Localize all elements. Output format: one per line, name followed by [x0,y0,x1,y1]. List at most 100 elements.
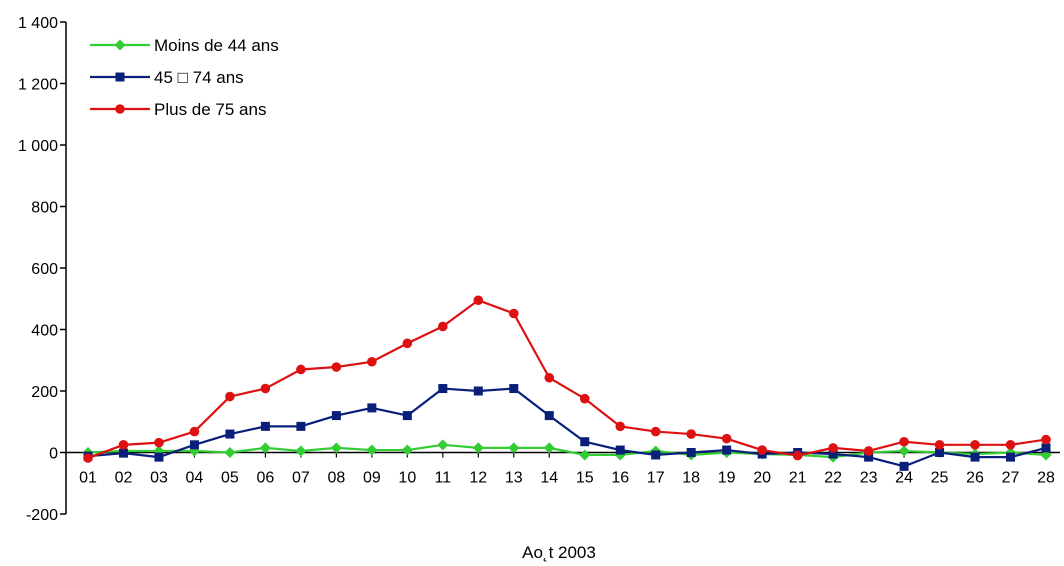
series-line [87,387,1047,468]
data-point [154,452,164,462]
data-point [189,440,199,450]
x-tick-label: 26 [966,470,984,487]
data-point [473,386,483,396]
data-point [224,447,236,458]
x-tick-label: 27 [1002,470,1020,487]
x-tick-label: 04 [186,470,204,487]
y-tick-label: 0 [49,446,58,463]
data-point [259,442,271,454]
x-tick-label: 13 [505,470,523,487]
x-tick-label: 02 [115,470,133,487]
x-tick-label: 01 [79,470,97,487]
data-point [828,443,838,453]
legend-item: 45 □ 74 ans [90,68,244,87]
x-tick-label: 16 [611,470,629,487]
x-tick-label: 20 [753,470,771,487]
data-point [935,448,945,457]
y-tick-label: 1 200 [18,77,58,94]
x-tick-label: 22 [824,470,842,487]
data-point [331,362,342,372]
data-point [828,449,838,459]
series-line [87,299,1047,460]
series-line [87,443,1047,459]
data-point [970,440,980,450]
data-point [544,411,554,421]
x-tick-label: 14 [540,470,558,487]
x-tick-label: 10 [398,470,416,487]
data-point [898,445,910,457]
data-point [295,445,307,457]
legend-label: Plus de 75 ans [154,100,266,119]
data-point [260,421,270,431]
data-point [757,445,767,455]
data-point [863,446,874,456]
legend-marker [115,72,125,82]
x-tick-label: 17 [647,470,665,487]
x-tick-label: 23 [860,470,878,487]
data-point [331,411,341,421]
data-point [544,372,555,383]
data-point [686,448,696,457]
data-point [1005,440,1016,450]
legend-label: 45 □ 74 ans [154,68,244,87]
data-point [225,391,235,402]
legend-marker [114,39,126,51]
x-tick-label: 07 [292,470,310,487]
x-tick-label: 12 [469,470,487,487]
data-point [154,437,164,448]
data-point [792,450,803,461]
data-point [580,437,590,447]
data-point [118,448,128,458]
x-tick-label: 15 [576,470,594,487]
data-point [438,321,448,332]
data-point [934,440,945,450]
data-point [509,384,519,394]
data-point [615,421,626,432]
y-tick-label: 1 000 [18,138,58,155]
data-point [615,445,625,455]
data-point [686,429,696,439]
data-point [579,393,590,404]
data-point [437,439,449,451]
data-point [367,403,377,413]
data-point [508,308,519,319]
data-point [970,452,980,462]
data-point [473,295,484,306]
series-layer [82,295,1052,471]
y-tick-label: 1 400 [18,15,58,32]
legend-item: Plus de 75 ans [90,100,266,119]
data-point [472,442,484,454]
legend-label: Moins de 44 ans [154,36,279,55]
y-tick-label: 200 [31,384,58,401]
data-point [260,383,271,394]
data-point [543,442,555,454]
y-tick-label: 600 [31,261,58,278]
x-tick-label: 05 [221,470,239,487]
x-tick-label: 24 [895,470,913,487]
x-tick-label: 03 [150,470,168,487]
data-point [402,338,413,349]
data-point [118,440,129,450]
data-point [650,426,661,437]
data-point [296,421,306,431]
x-tick-label: 25 [931,470,949,487]
legend-marker [115,104,125,114]
data-point [1041,434,1051,445]
data-point [579,449,591,461]
data-point [651,450,661,460]
x-axis-label: Ao˛t 2003 [522,543,596,562]
x-tick-label: 08 [327,470,345,487]
data-point [438,384,448,394]
series-3 [83,295,1051,463]
data-point [864,452,874,462]
data-point [401,444,413,456]
axes: -200 0 200 400 600 800 1 000 1 200 1 400 01 02 03 04… [18,15,1060,524]
data-point [508,442,520,454]
data-point [366,444,378,456]
data-point [189,426,200,437]
data-point [367,356,377,367]
x-tick-label: 19 [718,470,736,487]
data-point [402,411,412,421]
x-tick-label: 18 [682,470,700,487]
